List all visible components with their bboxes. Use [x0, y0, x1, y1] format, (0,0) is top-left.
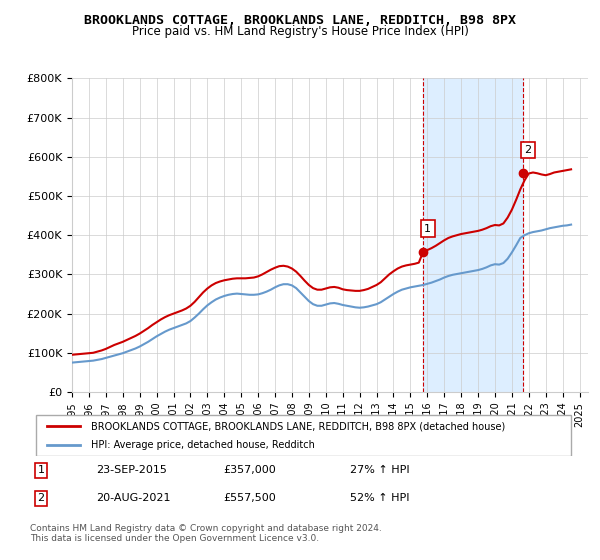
Text: 20-AUG-2021: 20-AUG-2021 [96, 493, 171, 503]
Text: BROOKLANDS COTTAGE, BROOKLANDS LANE, REDDITCH, B98 8PX: BROOKLANDS COTTAGE, BROOKLANDS LANE, RED… [84, 14, 516, 27]
Text: 27% ↑ HPI: 27% ↑ HPI [350, 465, 410, 475]
Text: 2: 2 [37, 493, 44, 503]
Text: BROOKLANDS COTTAGE, BROOKLANDS LANE, REDDITCH, B98 8PX (detached house): BROOKLANDS COTTAGE, BROOKLANDS LANE, RED… [91, 421, 505, 431]
Text: £557,500: £557,500 [223, 493, 276, 503]
Text: Contains HM Land Registry data © Crown copyright and database right 2024.
This d: Contains HM Land Registry data © Crown c… [30, 524, 382, 543]
Text: Price paid vs. HM Land Registry's House Price Index (HPI): Price paid vs. HM Land Registry's House … [131, 25, 469, 38]
Text: £357,000: £357,000 [223, 465, 276, 475]
Text: 2: 2 [524, 145, 532, 155]
Bar [423, 78, 523, 392]
Text: 52% ↑ HPI: 52% ↑ HPI [350, 493, 410, 503]
Text: HPI: Average price, detached house, Redditch: HPI: Average price, detached house, Redd… [91, 440, 314, 450]
Text: 1: 1 [38, 465, 44, 475]
FancyBboxPatch shape [35, 416, 571, 456]
Text: 1: 1 [424, 223, 431, 234]
Text: 23-SEP-2015: 23-SEP-2015 [96, 465, 167, 475]
